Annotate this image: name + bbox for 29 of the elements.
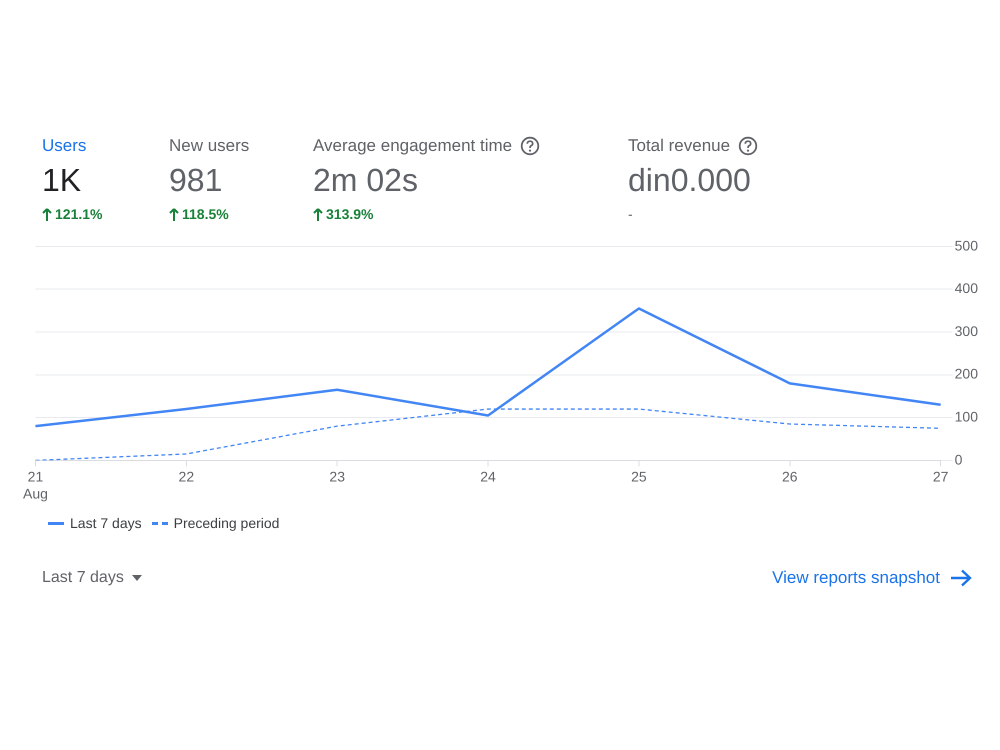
y-tick-label: 0 bbox=[954, 451, 963, 468]
text: Average engagement time bbox=[313, 136, 512, 156]
x-tick-label: 23 bbox=[329, 468, 346, 485]
legend-label: Last 7 days bbox=[70, 515, 142, 531]
text: 1K bbox=[42, 162, 82, 199]
text: - bbox=[628, 206, 633, 222]
x-tick-label: 27 bbox=[932, 468, 949, 485]
x-tick-label: 25 bbox=[631, 468, 647, 485]
text: Total revenue bbox=[628, 136, 730, 156]
text: Users bbox=[42, 136, 86, 156]
legend-label: Preceding period bbox=[174, 515, 280, 531]
y-tick-label: 200 bbox=[954, 366, 978, 382]
text: View reports snapshot bbox=[772, 568, 940, 588]
y-tick-label: 400 bbox=[954, 280, 978, 296]
text: 313.9% bbox=[326, 206, 374, 222]
y-tick-label: 500 bbox=[954, 237, 978, 254]
text: 2m 02s bbox=[313, 162, 419, 199]
y-tick-label: 100 bbox=[954, 408, 978, 424]
text: 121.1% bbox=[55, 206, 102, 222]
text: 981 bbox=[169, 162, 224, 199]
x-tick-label: 22 bbox=[178, 468, 194, 485]
text: Last 7 days bbox=[42, 569, 124, 587]
x-tick-label: 21 Aug bbox=[22, 468, 48, 502]
x-tick-label: 24 bbox=[480, 468, 496, 485]
x-tick-label: 26 bbox=[782, 468, 798, 485]
y-tick-label: 300 bbox=[954, 322, 978, 339]
text: 118.5% bbox=[182, 206, 229, 222]
text: din0.000 bbox=[628, 162, 752, 199]
text: New users bbox=[169, 136, 250, 156]
